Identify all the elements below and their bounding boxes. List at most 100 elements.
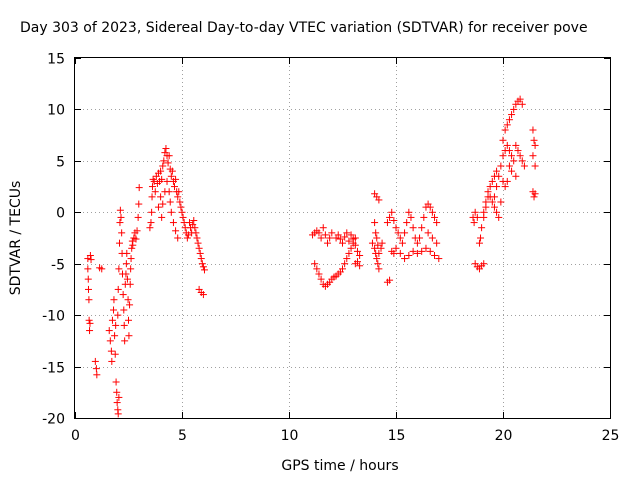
data-point — [351, 241, 359, 249]
data-point — [426, 203, 434, 211]
data-point — [326, 234, 334, 242]
data-point — [324, 239, 332, 247]
data-point — [405, 208, 413, 216]
data-point — [480, 260, 488, 268]
data-point — [428, 208, 436, 216]
data-point — [179, 213, 187, 221]
data-point — [311, 260, 319, 268]
data-point — [394, 229, 402, 237]
data-point — [488, 177, 496, 185]
data-point — [197, 255, 205, 263]
data-point — [493, 183, 501, 191]
data-point — [92, 365, 100, 373]
data-point — [164, 159, 172, 167]
data-point — [112, 321, 120, 329]
x-tick-label: 20 — [495, 428, 513, 444]
y-tick-label: 10 — [47, 103, 65, 119]
data-point — [390, 217, 398, 225]
data-point — [84, 275, 92, 283]
data-point — [420, 213, 428, 221]
data-point — [87, 256, 95, 264]
data-point — [115, 265, 123, 273]
data-point — [497, 162, 505, 170]
data-point — [317, 275, 325, 283]
data-point — [183, 234, 191, 242]
x-tick-label: 5 — [178, 428, 187, 444]
data-point — [375, 196, 383, 204]
data-point — [126, 301, 134, 309]
data-point — [166, 198, 174, 206]
x-tick-label: 10 — [281, 428, 299, 444]
data-point — [199, 263, 207, 271]
data-point — [413, 239, 421, 247]
data-point — [531, 141, 539, 149]
data-point — [167, 208, 175, 216]
data-point — [313, 265, 321, 273]
data-point — [374, 260, 382, 268]
data-point — [378, 239, 386, 247]
data-point — [157, 193, 165, 201]
data-point — [530, 136, 538, 144]
data-point — [174, 193, 182, 201]
data-point — [490, 193, 498, 201]
data-point — [503, 177, 511, 185]
data-point — [371, 244, 379, 252]
data-point — [315, 229, 323, 237]
data-point — [396, 249, 404, 257]
data-point — [317, 234, 325, 242]
data-point — [403, 219, 411, 227]
data-point — [147, 219, 155, 227]
data-point — [198, 260, 206, 268]
data-point — [118, 229, 126, 237]
data-point — [172, 227, 180, 235]
data-point — [428, 234, 436, 242]
data-point — [128, 244, 136, 252]
data-point — [409, 224, 417, 232]
data-point — [495, 172, 503, 180]
data-point — [113, 388, 121, 396]
data-point — [132, 235, 140, 243]
data-point — [125, 332, 133, 340]
data-point — [176, 198, 184, 206]
data-point — [374, 241, 382, 249]
data-points — [84, 95, 539, 418]
data-point — [516, 95, 524, 103]
data-point — [388, 247, 396, 255]
data-point — [84, 285, 92, 293]
data-point — [512, 141, 520, 149]
data-point — [416, 234, 424, 242]
data-point — [108, 357, 116, 365]
data-point — [505, 147, 513, 155]
data-point — [169, 219, 177, 227]
data-point — [505, 116, 513, 124]
y-tick-label: 0 — [56, 206, 65, 222]
data-point — [105, 327, 113, 335]
data-point — [112, 378, 120, 386]
data-point — [371, 219, 379, 227]
data-point — [117, 213, 125, 221]
data-point — [510, 105, 518, 113]
data-point — [321, 231, 329, 239]
data-point — [120, 321, 128, 329]
data-point — [356, 251, 364, 259]
data-point — [512, 172, 520, 180]
data-point — [392, 244, 400, 252]
data-point — [386, 213, 394, 221]
data-point — [375, 249, 383, 257]
data-point — [356, 262, 364, 270]
data-point — [93, 371, 101, 379]
data-point — [148, 208, 156, 216]
data-point — [377, 244, 385, 252]
data-point — [345, 237, 353, 245]
data-point — [86, 319, 94, 327]
x-tick-label: 15 — [388, 428, 406, 444]
data-point — [124, 296, 132, 304]
x-tick-label: 0 — [71, 428, 80, 444]
data-point — [114, 410, 122, 418]
data-point — [107, 347, 115, 355]
data-point — [148, 183, 156, 191]
data-point — [431, 213, 439, 221]
data-point — [195, 244, 203, 252]
data-point — [113, 399, 121, 407]
